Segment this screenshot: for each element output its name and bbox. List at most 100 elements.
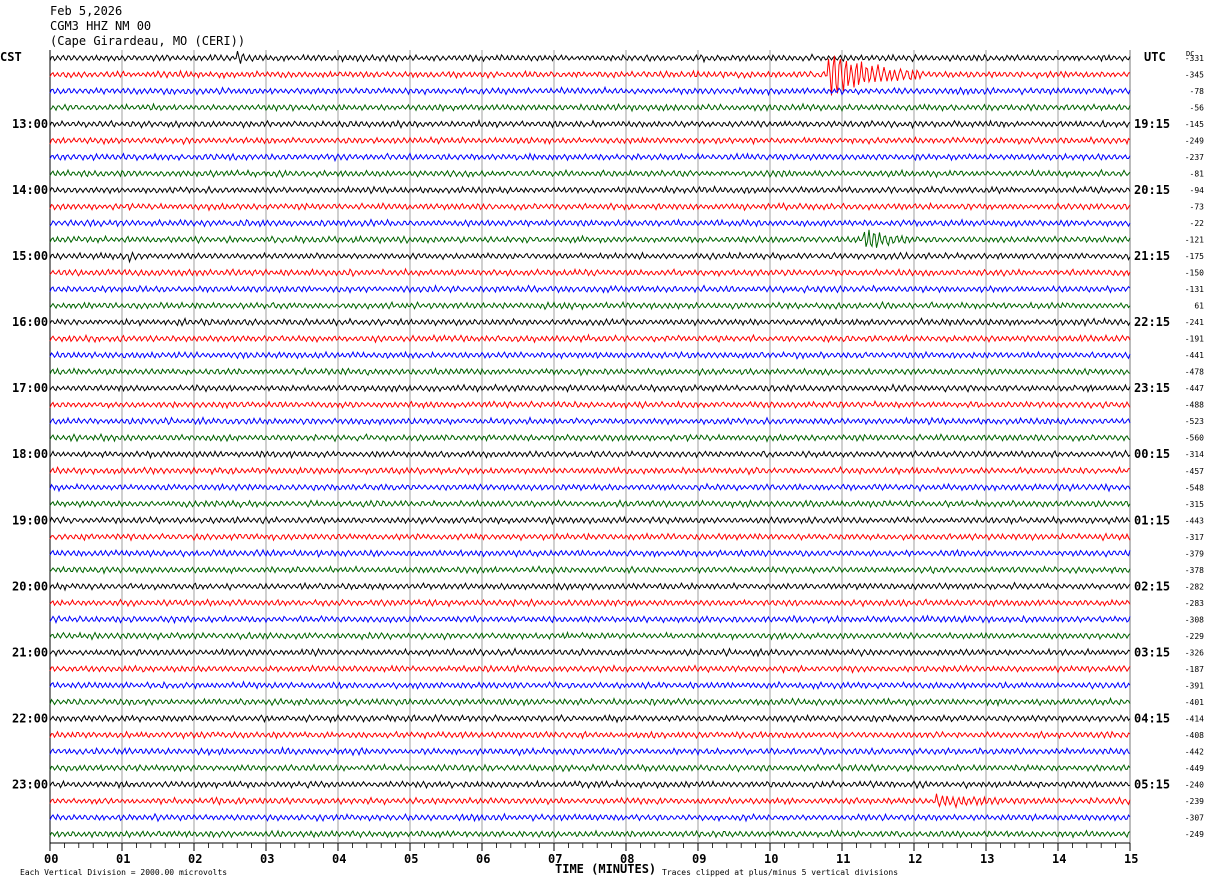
seismic-trace xyxy=(49,812,1131,823)
station-code: CGM3 HHZ NM 00 xyxy=(50,19,152,33)
dc-offset-label: -379 xyxy=(1185,549,1204,558)
dc-label: DC xyxy=(1186,50,1194,58)
seismic-trace xyxy=(49,696,1131,708)
dc-offset-label: -457 xyxy=(1185,467,1204,476)
seismic-trace xyxy=(49,185,1131,195)
cst-hour-label: 22:00 xyxy=(12,711,48,725)
dc-offset-label: -240 xyxy=(1185,780,1204,789)
dc-offset-label: -523 xyxy=(1185,417,1204,426)
seismic-trace xyxy=(49,515,1131,526)
x-tick-label: 01 xyxy=(116,852,130,866)
dc-offset-label: -175 xyxy=(1185,252,1204,261)
dc-offset-label: -22 xyxy=(1190,219,1205,228)
dc-offset-label: -56 xyxy=(1190,104,1205,113)
x-tick-label: 14 xyxy=(1052,852,1066,866)
x-tick-label: 06 xyxy=(476,852,490,866)
dc-offset-label: 61 xyxy=(1194,302,1204,311)
x-tick-label: 15 xyxy=(1124,852,1138,866)
seismic-trace xyxy=(49,532,1131,542)
seismic-trace xyxy=(49,432,1131,443)
seismic-trace xyxy=(49,779,1131,790)
seismic-trace xyxy=(49,317,1131,328)
seismic-trace xyxy=(49,465,1131,476)
cst-axis-label: CST xyxy=(0,50,22,64)
dc-offset-label: -441 xyxy=(1185,351,1204,360)
seismic-trace xyxy=(49,730,1131,740)
dc-offset-label: -78 xyxy=(1190,87,1205,96)
seismic-trace xyxy=(49,333,1131,344)
dc-offset-label: -229 xyxy=(1185,632,1204,641)
dc-offset-label: -560 xyxy=(1185,434,1204,443)
dc-offset-label: -443 xyxy=(1185,516,1204,525)
utc-hour-label: 01:15 xyxy=(1134,513,1170,527)
utc-hour-label: 04:15 xyxy=(1134,711,1170,725)
dc-offset-label: -249 xyxy=(1185,830,1204,839)
x-tick-label: 13 xyxy=(980,852,994,866)
x-tick-label: 00 xyxy=(44,852,58,866)
seismic-trace xyxy=(49,284,1131,294)
dc-offset-label: -488 xyxy=(1185,401,1204,410)
dc-offset-label: -145 xyxy=(1185,120,1204,129)
dc-offset-label: -447 xyxy=(1185,384,1204,393)
dc-offset-label: -94 xyxy=(1190,186,1205,195)
seismic-trace xyxy=(49,614,1131,625)
dc-offset-label: -249 xyxy=(1185,137,1204,146)
utc-hour-label: 00:15 xyxy=(1134,447,1170,461)
seismic-trace xyxy=(49,581,1131,592)
seismic-trace xyxy=(49,350,1131,360)
utc-hour-label: 20:15 xyxy=(1134,183,1170,197)
dc-offset-label: -326 xyxy=(1185,648,1204,657)
dc-offset-label: -317 xyxy=(1185,533,1204,542)
utc-hour-label: 19:15 xyxy=(1134,117,1170,131)
seismic-trace xyxy=(49,598,1131,608)
dc-offset-label: -283 xyxy=(1185,599,1204,608)
seismic-trace xyxy=(49,746,1131,757)
footnote-scale: Each Vertical Division = 2000.00 microvo… xyxy=(20,868,227,877)
x-tick-label: 09 xyxy=(692,852,706,866)
dc-offset-label: -345 xyxy=(1185,71,1204,80)
dc-offset-label: -307 xyxy=(1185,813,1204,822)
seismic-trace xyxy=(49,267,1131,278)
cst-hour-label: 23:00 xyxy=(12,777,48,791)
dc-offset-label: -282 xyxy=(1185,582,1204,591)
dc-offset-label: -241 xyxy=(1185,318,1204,327)
seismic-trace xyxy=(49,449,1131,460)
dc-offset-label: -391 xyxy=(1185,681,1204,690)
utc-hour-label: 05:15 xyxy=(1134,777,1170,791)
station-location: (Cape Girardeau, MO (CERI)) xyxy=(50,34,246,48)
utc-hour-label: 21:15 xyxy=(1134,249,1170,263)
utc-hour-label: 23:15 xyxy=(1134,381,1170,395)
x-tick-label: 12 xyxy=(908,852,922,866)
seismic-trace xyxy=(49,55,1131,96)
x-tick-label: 11 xyxy=(836,852,850,866)
seismic-trace xyxy=(49,118,1131,130)
seismic-trace xyxy=(49,565,1131,575)
seismic-trace xyxy=(49,548,1131,559)
seismic-trace xyxy=(49,218,1131,228)
dc-offset-label: -239 xyxy=(1185,797,1204,806)
seismic-trace xyxy=(49,647,1131,658)
cst-hour-label: 19:00 xyxy=(12,513,48,527)
seismic-trace xyxy=(49,152,1131,163)
x-axis-title: TIME (MINUTES) xyxy=(555,862,656,876)
seismic-trace xyxy=(49,229,1131,248)
seismic-trace xyxy=(49,680,1131,690)
dc-offset-label: -315 xyxy=(1185,500,1204,509)
dc-offset-label: -408 xyxy=(1185,731,1204,740)
dc-offset-label: -150 xyxy=(1185,269,1204,278)
seismic-trace xyxy=(49,168,1131,179)
seismic-trace xyxy=(49,713,1131,724)
dc-offset-label: -237 xyxy=(1185,153,1204,162)
utc-hour-label: 22:15 xyxy=(1134,315,1170,329)
cst-hour-label: 20:00 xyxy=(12,579,48,593)
cst-hour-label: 21:00 xyxy=(12,645,48,659)
dc-offset-label: -121 xyxy=(1185,236,1204,245)
cst-hour-label: 14:00 xyxy=(12,183,48,197)
dc-offset-label: -401 xyxy=(1185,698,1204,707)
dc-offset-label: -478 xyxy=(1185,368,1204,377)
seismic-trace xyxy=(49,630,1131,641)
cst-hour-label: 18:00 xyxy=(12,447,48,461)
seismic-trace xyxy=(49,829,1131,839)
x-tick-label: 05 xyxy=(404,852,418,866)
seismic-trace xyxy=(49,85,1131,97)
